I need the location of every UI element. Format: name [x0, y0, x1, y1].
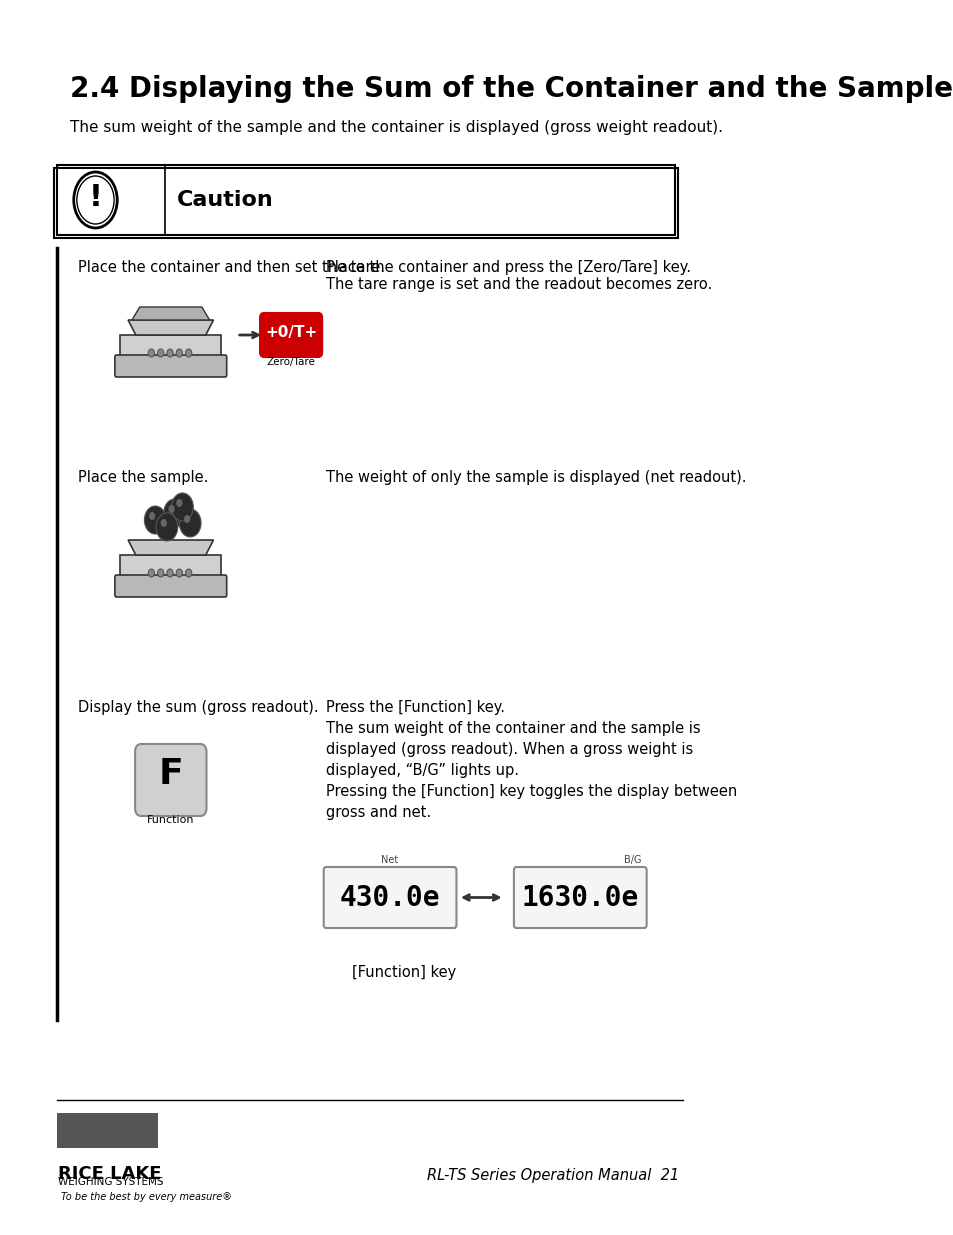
Circle shape [179, 509, 201, 537]
Text: WEIGHING SYSTEMS: WEIGHING SYSTEMS [58, 1177, 164, 1187]
FancyBboxPatch shape [323, 867, 456, 927]
Polygon shape [128, 320, 213, 335]
Circle shape [176, 499, 182, 508]
FancyBboxPatch shape [514, 867, 646, 927]
Circle shape [167, 350, 172, 357]
Text: !: ! [89, 183, 102, 211]
Circle shape [164, 499, 185, 527]
Circle shape [157, 569, 164, 577]
Text: The weight of only the sample is displayed (net readout).: The weight of only the sample is display… [326, 471, 746, 485]
Polygon shape [128, 540, 213, 555]
Circle shape [149, 513, 155, 520]
Bar [56, 1113, 157, 1149]
Circle shape [148, 350, 154, 357]
Circle shape [185, 350, 192, 357]
Circle shape [156, 513, 177, 541]
Text: [Function] key: [Function] key [352, 965, 456, 981]
FancyBboxPatch shape [114, 354, 227, 377]
Circle shape [167, 569, 172, 577]
Circle shape [184, 515, 190, 522]
Text: Display the sum (gross readout).: Display the sum (gross readout). [77, 700, 318, 715]
Circle shape [169, 505, 174, 513]
FancyBboxPatch shape [114, 576, 227, 597]
Bar [56, 165, 675, 235]
Text: RICE LAKE: RICE LAKE [58, 1165, 162, 1183]
Text: Place the sample.: Place the sample. [77, 471, 208, 485]
Circle shape [172, 493, 193, 521]
Text: To be the best by every measure®: To be the best by every measure® [61, 1192, 233, 1202]
Circle shape [160, 519, 167, 527]
Circle shape [157, 350, 164, 357]
Text: Net: Net [381, 855, 398, 864]
Bar [120, 555, 221, 580]
Text: Press the [Function] key.
The sum weight of the container and the sample is
disp: Press the [Function] key. The sum weight… [326, 700, 737, 820]
Text: 2.4 Displaying the Sum of the Container and the Sample: 2.4 Displaying the Sum of the Container … [70, 75, 952, 103]
FancyBboxPatch shape [135, 743, 206, 816]
Text: Zero/Tare: Zero/Tare [267, 357, 315, 367]
Text: +0/T+: +0/T+ [265, 325, 317, 340]
Text: RL-TS Series Operation Manual  21: RL-TS Series Operation Manual 21 [427, 1168, 679, 1183]
Text: 430.0e: 430.0e [339, 883, 440, 911]
Bar [120, 335, 221, 359]
Bar [54, 168, 677, 238]
Polygon shape [132, 308, 210, 320]
Text: B/G: B/G [623, 855, 640, 864]
Text: Place the container and then set the tare.: Place the container and then set the tar… [77, 261, 384, 275]
Text: Place the container and press the [Zero/Tare] key.
The tare range is set and the: Place the container and press the [Zero/… [326, 261, 712, 293]
Text: The sum weight of the sample and the container is displayed (gross weight readou: The sum weight of the sample and the con… [70, 120, 722, 135]
Circle shape [144, 506, 166, 534]
Circle shape [176, 350, 182, 357]
Circle shape [176, 569, 182, 577]
FancyBboxPatch shape [260, 312, 322, 357]
Circle shape [148, 569, 154, 577]
Circle shape [185, 569, 192, 577]
Text: RICE LAKE: RICE LAKE [58, 1152, 162, 1170]
Text: Function: Function [147, 815, 194, 825]
Text: Caution: Caution [177, 190, 274, 210]
Text: 1630.0e: 1630.0e [521, 883, 639, 911]
Text: F: F [158, 757, 183, 790]
